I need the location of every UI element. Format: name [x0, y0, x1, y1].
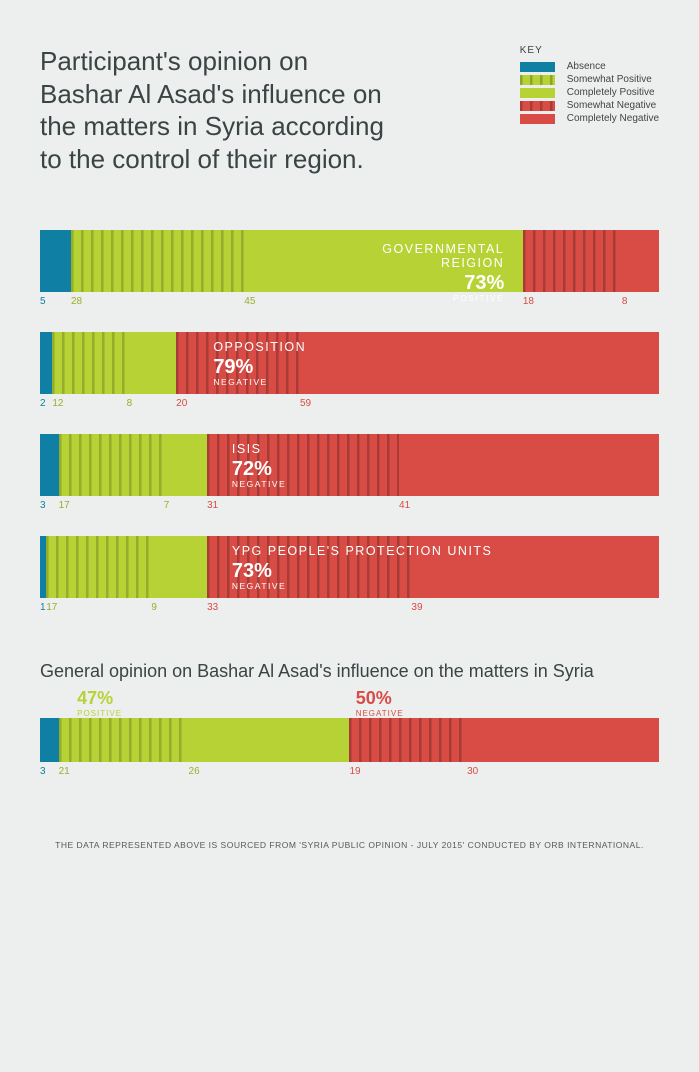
segment-value: 45 [244, 296, 255, 307]
bar-segment [52, 332, 126, 394]
legend-text: Completely Negative [567, 114, 659, 124]
segment-value: 28 [71, 296, 82, 307]
segment-value: 21 [59, 766, 70, 777]
bar-name: ISIS [232, 442, 286, 456]
bar-summary-pct: 73% [232, 560, 493, 583]
segment-value: 8 [622, 296, 628, 307]
legend: KEY Absence Somewhat Positive Completely P… [520, 45, 659, 124]
segment-value: 26 [189, 766, 200, 777]
segment-value: 17 [59, 500, 70, 511]
bar-segment [71, 230, 244, 292]
bar-overlay-label: ISIS 72%NEGATIVE [232, 442, 286, 489]
footnote: THE DATA REPRESENTED ABOVE IS SOURCED FR… [40, 840, 659, 850]
bar-overlay-label: GOVERNMENTAL REIGION73%POSITIVE [350, 242, 505, 303]
bar-segment [399, 434, 659, 496]
bar-summary-pct: 79% [213, 356, 306, 379]
bar-segment [40, 434, 59, 496]
segment-value: 5 [40, 296, 46, 307]
summary-pct: 47% [77, 688, 122, 709]
bar-summary-pct: 72% [232, 458, 286, 481]
bar-summary-word: NEGATIVE [232, 479, 286, 489]
segment-value: 20 [176, 398, 187, 409]
bar-name: OPPOSITION [213, 340, 306, 354]
general-summary-label: 50%NEGATIVE [356, 688, 404, 718]
bar-segment [523, 230, 622, 292]
bar-segment [40, 718, 59, 762]
bar-summary-pct: 73% [350, 272, 505, 295]
chart-row: GOVERNMENTAL REIGION73%POSITIVE 5 28 45 18 8 [40, 230, 659, 310]
segment-value: 39 [411, 602, 422, 613]
segment-value: 18 [523, 296, 534, 307]
bar-overlay-label: OPPOSITION 79%NEGATIVE [213, 340, 306, 387]
stacked-bar: GOVERNMENTAL REIGION73%POSITIVE [40, 230, 659, 292]
general-chart: 3 21 26 19 30 [40, 718, 659, 780]
stacked-bar [40, 718, 659, 762]
general-top-labels: 47%POSITIVE 50%NEGATIVE [40, 688, 659, 718]
bar-summary-word: NEGATIVE [213, 377, 306, 387]
value-row: 3 21 26 19 30 [40, 766, 659, 780]
stacked-bar: YPG PEOPLE'S PROTECTION UNITS 73%NEGATIVE [40, 536, 659, 598]
page-title: Participant's opinion on Bashar Al Asad'… [40, 45, 390, 175]
value-row: 117 9 33 39 [40, 602, 659, 616]
segment-value: 3 [40, 766, 46, 777]
legend-swatch [520, 62, 555, 72]
bar-segment [40, 332, 52, 394]
segment-value: 1 [40, 602, 46, 613]
chart-row: OPPOSITION 79%NEGATIVE 2 12 8 20 59 [40, 332, 659, 412]
segment-value: 7 [164, 500, 170, 511]
segment-value: 9 [151, 602, 157, 613]
segment-value: 2 [40, 398, 46, 409]
bar-segment [151, 536, 207, 598]
segment-value: 31 [207, 500, 218, 511]
bar-segment [164, 434, 207, 496]
summary-pct: 50% [356, 688, 404, 709]
charts-container: GOVERNMENTAL REIGION73%POSITIVE52845188O… [40, 230, 659, 616]
stacked-bar: ISIS 72%NEGATIVE [40, 434, 659, 496]
segment-value: 59 [300, 398, 311, 409]
bar-segment [300, 332, 659, 394]
legend-swatch [520, 114, 555, 124]
legend-items: Absence Somewhat Positive Completely Posit… [520, 62, 659, 124]
legend-label: KEY [520, 45, 659, 56]
bar-segment [622, 230, 659, 292]
bar-summary-word: NEGATIVE [232, 581, 493, 591]
legend-text: Completely Positive [567, 88, 659, 98]
summary-word: NEGATIVE [356, 709, 404, 718]
legend-text: Somewhat Negative [567, 101, 659, 111]
segment-value: 41 [399, 500, 410, 511]
chart-row: YPG PEOPLE'S PROTECTION UNITS 73%NEGATIVE… [40, 536, 659, 616]
bar-segment [349, 718, 467, 762]
bar-segment [189, 718, 350, 762]
segment-value: 3 [40, 500, 46, 511]
general-title: General opinion on Bashar Al Asad's infl… [40, 661, 659, 682]
segment-value: 17 [46, 602, 57, 613]
value-row: 3 17 7 31 41 [40, 500, 659, 514]
value-row: 2 12 8 20 59 [40, 398, 659, 412]
bar-overlay-label: YPG PEOPLE'S PROTECTION UNITS 73%NEGATIVE [232, 544, 493, 591]
segment-value: 8 [127, 398, 133, 409]
general-summary-label: 47%POSITIVE [77, 688, 122, 718]
segment-value: 33 [207, 602, 218, 613]
bar-segment [59, 718, 189, 762]
value-row: 5 28 45 18 8 [40, 296, 659, 310]
segment-value: 19 [350, 766, 361, 777]
header-row: Participant's opinion on Bashar Al Asad'… [40, 45, 659, 175]
summary-word: POSITIVE [77, 709, 122, 718]
segment-value: 12 [52, 398, 63, 409]
bar-name: YPG PEOPLE'S PROTECTION UNITS [232, 544, 493, 558]
legend-text: Somewhat Positive [567, 75, 659, 85]
stacked-bar: OPPOSITION 79%NEGATIVE [40, 332, 659, 394]
bar-segment [467, 718, 659, 762]
bar-segment [46, 536, 151, 598]
bar-segment [127, 332, 177, 394]
bar-name: GOVERNMENTAL REIGION [350, 242, 505, 270]
bar-segment [59, 434, 164, 496]
chart-row: ISIS 72%NEGATIVE 3 17 7 31 41 [40, 434, 659, 514]
legend-swatch [520, 101, 555, 111]
legend-text: Absence [567, 62, 659, 72]
legend-swatch [520, 75, 555, 85]
bar-segment [40, 230, 71, 292]
segment-value: 30 [467, 766, 478, 777]
legend-swatch [520, 88, 555, 98]
